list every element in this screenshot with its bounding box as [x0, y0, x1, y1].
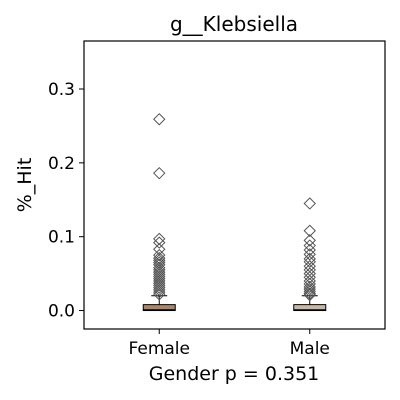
outlier-point: [303, 224, 316, 237]
outlier-point: [153, 232, 166, 246]
chart-title: g__Klebsiella: [170, 12, 298, 36]
outlier-point: [303, 288, 316, 302]
outlier-point: [303, 267, 316, 280]
y-axis: 0.0 0.1 0.2 0.3: [48, 80, 84, 322]
x-axis: Female Male: [129, 329, 330, 359]
outlier-point: [303, 248, 316, 261]
y-tick-label: 0.2: [48, 154, 75, 174]
x-axis-label: Gender p = 0.351: [149, 363, 320, 385]
outlier-point: [153, 258, 166, 271]
outlier-point: [303, 271, 316, 284]
outlier-point: [153, 279, 166, 292]
outlier-point: [153, 281, 166, 294]
x-tick-label: Female: [129, 339, 190, 359]
outlier-point: [303, 239, 316, 252]
outlier-point: [303, 197, 316, 210]
y-axis-label: %_Hit: [14, 158, 36, 213]
y-tick-label: 0.3: [48, 80, 75, 100]
outlier-point: [153, 254, 166, 267]
outlier-point: [153, 248, 166, 262]
outlier-point: [153, 283, 166, 297]
y-tick-label: 0.0: [48, 302, 75, 322]
outlier-point: [303, 234, 316, 247]
outlier-point: [303, 287, 316, 300]
outlier-point: [153, 288, 166, 301]
outlier-point: [303, 260, 316, 273]
box-male: [293, 197, 327, 312]
plot-frame: [83, 40, 386, 330]
outlier-point: [303, 263, 316, 277]
outlier-point: [153, 251, 166, 265]
box-iqr: [142, 304, 176, 312]
outlier-point: [153, 256, 166, 269]
outlier-point: [303, 255, 316, 269]
outlier-point: [303, 280, 316, 294]
outlier-point: [153, 285, 166, 299]
box-iqr: [293, 304, 327, 312]
box-female: [142, 113, 176, 312]
outlier-point: [153, 113, 166, 126]
y-tick-label: 0.1: [48, 228, 75, 248]
plot-area: [142, 113, 327, 312]
outlier-point: [153, 166, 166, 180]
outlier-point: [303, 282, 316, 296]
outlier-point: [303, 285, 316, 298]
outlier-point: [303, 243, 316, 257]
outlier-point: [153, 236, 166, 249]
x-tick-label: Male: [290, 339, 330, 359]
